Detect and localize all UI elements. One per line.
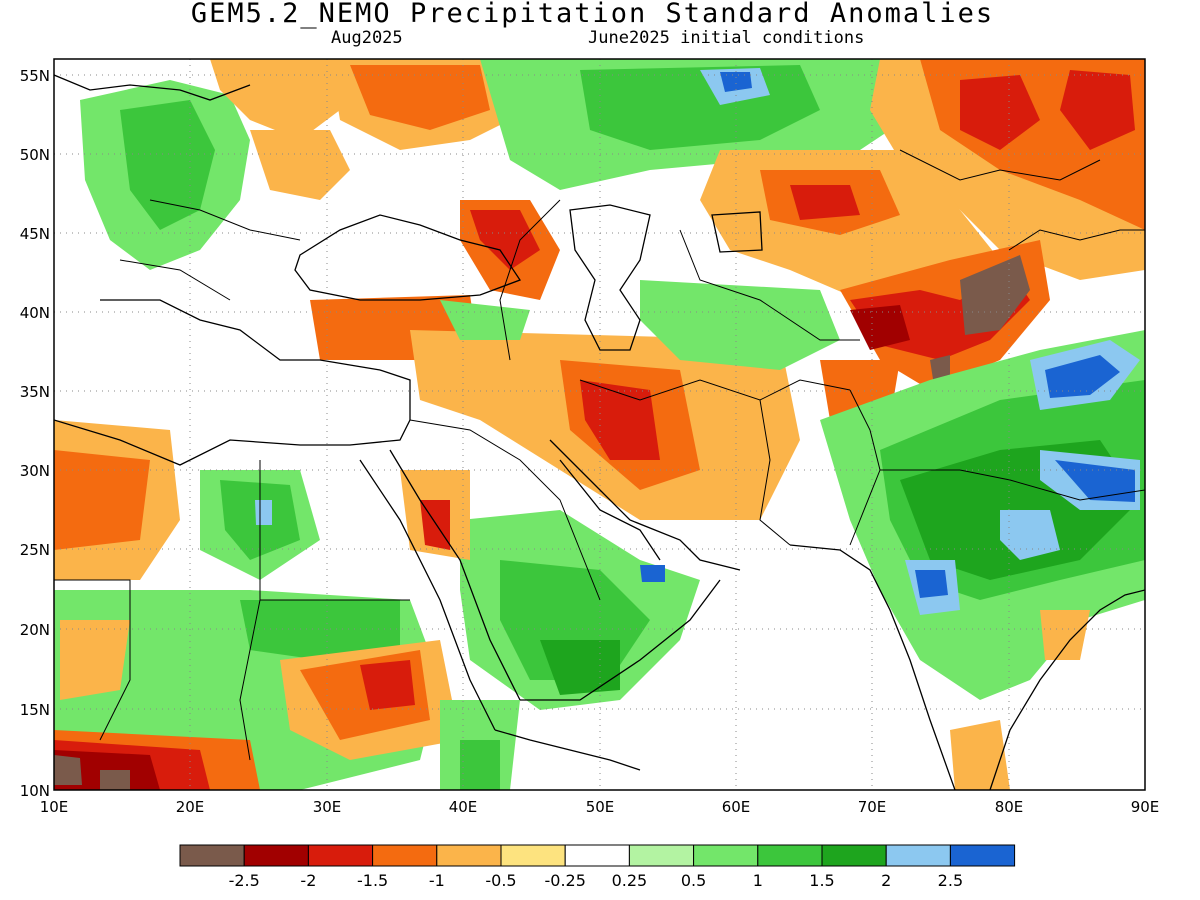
lon-tick-label: 70E: [858, 798, 887, 816]
valid-month: Aug2025: [331, 28, 403, 48]
colorbar-label: -0.25: [544, 871, 585, 890]
green-field: [120, 100, 215, 230]
lon-tick-label: 20E: [176, 798, 205, 816]
colorbar-swatch: [179, 844, 245, 867]
colorbar-swatch: [307, 844, 374, 867]
colorbar-swatch: [564, 844, 630, 867]
blue-field: [915, 570, 948, 598]
colorbar-swatch: [372, 844, 438, 867]
colorbar-swatch: [243, 844, 309, 867]
lat-tick-label: 15N: [20, 701, 50, 719]
lon-tick-label: 40E: [449, 798, 478, 816]
lat-tick-label: 50N: [20, 146, 50, 164]
colorbar-swatch: [693, 844, 759, 867]
red-field: [960, 75, 1040, 150]
brown-field: [960, 255, 1030, 335]
lat-tick-label: 55N: [20, 67, 50, 85]
blue-field: [1045, 355, 1120, 398]
colorbar-label: -1.5: [357, 871, 388, 890]
colorbar-label: -2.5: [229, 871, 260, 890]
green-field: [460, 740, 500, 790]
brown-field: [100, 770, 130, 790]
orange-field: [1040, 610, 1090, 660]
lat-tick-label: 10N: [20, 782, 50, 800]
colorbar-swatch: [949, 844, 1016, 867]
dark-orange-field: [350, 65, 490, 130]
colorbar-swatch: [436, 844, 502, 867]
colorbar-label: 1: [753, 871, 763, 890]
light-blue-field: [1000, 510, 1060, 560]
colorbar-swatch: [757, 844, 823, 867]
orange-field: [250, 130, 350, 200]
anomaly-fields: [54, 59, 1145, 790]
country-borders: [54, 149, 1145, 761]
colorbar-swatch: [821, 844, 887, 867]
lat-tick-label: 20N: [20, 621, 50, 639]
colorbar-label: -1: [429, 871, 445, 890]
lat-tick-label: 35N: [20, 383, 50, 401]
red-field: [470, 210, 540, 270]
blue-field: [720, 72, 752, 92]
dark-orange-field: [54, 450, 150, 550]
lat-tick-label: 25N: [20, 541, 50, 559]
coastlines: [54, 74, 1145, 790]
lat-tick-label: 30N: [20, 462, 50, 480]
lon-tick-label: 50E: [586, 798, 615, 816]
plot-frame: [53, 58, 1146, 791]
colorbar-swatch: [885, 844, 951, 867]
colorbar-label: 0.5: [681, 871, 706, 890]
colorbar-swatch: [500, 844, 566, 867]
red-field: [790, 185, 860, 220]
initial-conditions: June2025 initial conditions: [588, 28, 865, 48]
light-blue-field: [255, 500, 272, 525]
lon-tick-label: 10E: [40, 798, 69, 816]
map-title: GEM5.2_NEMO Precipitation Standard Anoma…: [190, 0, 995, 29]
lat-tick-label: 45N: [20, 225, 50, 243]
brown-field: [54, 755, 82, 785]
dark-red-field: [850, 305, 910, 350]
blue-field: [640, 565, 665, 582]
red-field: [1060, 70, 1135, 150]
green-field: [240, 600, 400, 660]
colorbar-label: 2.5: [938, 871, 963, 890]
red-field: [420, 500, 450, 550]
colorbar-legend: -2.5 -2 -1.5 -1 -0.5 -0.25 0.25 0.5 1 1.5 2 2.5: [179, 844, 1016, 890]
green-field: [640, 280, 840, 370]
orange-field: [950, 720, 1010, 790]
lon-tick-label: 80E: [995, 798, 1024, 816]
colorbar-label: 1.5: [809, 871, 834, 890]
orange-field: [210, 59, 340, 140]
lat-tick-label: 40N: [20, 304, 50, 322]
colorbar-label: 0.25: [612, 871, 648, 890]
colorbar-label: -0.5: [485, 871, 516, 890]
lon-tick-label: 60E: [722, 798, 751, 816]
colorbar-swatch: [628, 844, 695, 867]
lon-tick-label: 90E: [1131, 798, 1160, 816]
lon-tick-label: 30E: [313, 798, 342, 816]
orange-field: [60, 620, 130, 700]
colorbar-label: 2: [881, 871, 891, 890]
red-field: [360, 660, 415, 710]
colorbar-label: -2: [300, 871, 316, 890]
